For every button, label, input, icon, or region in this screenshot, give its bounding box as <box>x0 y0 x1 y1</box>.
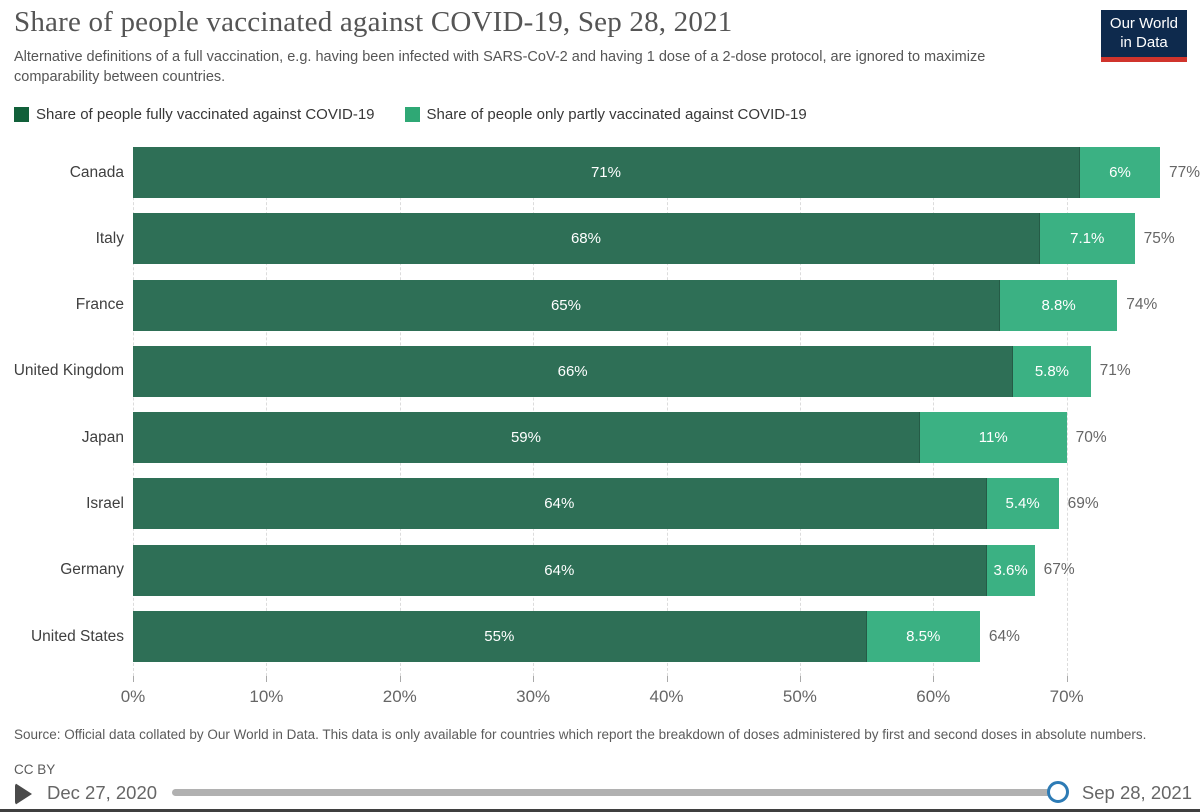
country-label: United Kingdom <box>13 362 124 380</box>
gridline <box>666 147 668 676</box>
total-value-label: 71% <box>1099 362 1131 380</box>
gridline <box>533 147 535 676</box>
total-value-label: 77% <box>1168 163 1200 181</box>
fully-vaccinated-segment[interactable]: 71% <box>133 147 1080 198</box>
tick-mark <box>933 676 935 682</box>
owid-logo-line2: in Data <box>1120 33 1168 51</box>
timeline-handle-icon[interactable] <box>1047 781 1069 803</box>
fully-vaccinated-segment[interactable]: 64% <box>133 478 987 530</box>
tick-mark <box>266 676 268 682</box>
country-label: Israel <box>86 494 124 512</box>
bar-row-israel: Israel 64% 5.4% 69% <box>86 478 1200 530</box>
bar-row-united-kingdom: United Kingdom 66% 5.8% 71% <box>14 345 1200 397</box>
total-value-label: 75% <box>1143 229 1175 247</box>
country-label: Germany <box>60 561 124 579</box>
timeline-end-date: Sep 28, 2021 <box>1081 782 1192 803</box>
total-value-label: 64% <box>988 627 1020 645</box>
tick-mark <box>399 676 401 682</box>
partly-vaccinated-segment[interactable]: 8.5% <box>866 611 980 663</box>
gridline <box>266 147 268 676</box>
license-link[interactable]: CC BY <box>14 762 56 777</box>
owid-logo-line1: Our World <box>1109 15 1178 32</box>
tick-label: 50% <box>782 687 817 706</box>
country-label: Canada <box>69 163 124 181</box>
legend-label: Share of people fully vaccinated against… <box>36 106 375 123</box>
timeline: Dec 27, 2020 Sep 28, 2021 <box>0 779 1200 809</box>
country-label: France <box>75 296 124 314</box>
fully-vaccinated-segment[interactable]: 59% <box>133 412 920 464</box>
country-label: Japan <box>81 428 124 446</box>
total-value-label: 69% <box>1067 494 1099 512</box>
partly-vaccinated-segment[interactable]: 5.8% <box>1013 345 1091 397</box>
country-label: Italy <box>95 229 124 247</box>
play-icon[interactable] <box>15 783 32 805</box>
bar-row-japan: Japan 59% 11% 70% <box>82 412 1200 464</box>
fully-vaccinated-segment[interactable]: 55% <box>133 611 867 663</box>
tick-mark <box>799 676 801 682</box>
chart-subtitle: Alternative definitions of a full vaccin… <box>14 49 986 85</box>
tick-mark <box>133 676 134 682</box>
page-title: Share of people vaccinated against COVID… <box>14 6 733 38</box>
source-note: Source: Official data collated by Our Wo… <box>14 727 1147 742</box>
bar-row-italy: Italy 68% 7.1% 75% <box>96 213 1200 265</box>
legend-label: Share of people only partly vaccinated a… <box>426 106 807 123</box>
partly-vaccinated-segment[interactable]: 5.4% <box>986 478 1059 530</box>
legend-swatch-icon <box>404 107 420 122</box>
tick-mark <box>666 676 668 682</box>
x-axis: 0% 10% 20% 30% 40% 50% 60% 70% <box>121 676 1200 716</box>
gridline <box>1066 147 1068 676</box>
tick-mark <box>533 676 535 682</box>
fully-vaccinated-segment[interactable]: 68% <box>133 213 1040 265</box>
bar-rows: Canada 71% 6% 77% Italy 68% 7.1% 75% France 65% 8.… <box>14 147 1200 679</box>
tick-label: 60% <box>916 687 951 706</box>
partly-vaccinated-segment[interactable]: 11% <box>919 412 1067 464</box>
gridline <box>799 147 801 676</box>
legend-swatch-icon <box>14 107 29 122</box>
fully-vaccinated-segment[interactable]: 66% <box>133 345 1014 397</box>
bar-row-france: France 65% 8.8% 74% <box>76 279 1200 331</box>
legend-item-1[interactable]: Share of people only partly vaccinated a… <box>404 106 807 123</box>
tick-label: 10% <box>249 687 284 706</box>
partly-vaccinated-segment[interactable]: 8.8% <box>999 279 1118 331</box>
bar-row-canada: Canada 71% 6% 77% <box>70 147 1200 198</box>
total-value-label: 70% <box>1075 428 1107 446</box>
legend: Share of people fully vaccinated against… <box>14 106 807 123</box>
total-value-label: 67% <box>1043 561 1075 579</box>
tick-mark <box>1066 676 1068 682</box>
partly-vaccinated-segment[interactable]: 7.1% <box>1039 213 1135 265</box>
tick-label: 40% <box>649 687 684 706</box>
bar-row-united-states: United States 55% 8.5% 64% <box>31 611 1200 663</box>
gridline <box>933 147 935 676</box>
country-label: United States <box>30 627 124 645</box>
tick-label: 20% <box>382 687 417 706</box>
fully-vaccinated-segment[interactable]: 64% <box>133 544 987 596</box>
gridline <box>399 147 401 676</box>
partly-vaccinated-segment[interactable]: 3.6% <box>986 544 1035 596</box>
legend-item-0[interactable]: Share of people fully vaccinated against… <box>14 106 375 123</box>
bottom-border <box>0 809 1200 812</box>
owid-logo[interactable]: Our World in Data <box>1100 10 1187 62</box>
tick-label: 0% <box>120 687 146 706</box>
fully-vaccinated-segment[interactable]: 65% <box>133 279 1000 331</box>
timeline-track[interactable] <box>172 789 1062 796</box>
total-value-label: 74% <box>1126 296 1158 314</box>
partly-vaccinated-segment[interactable]: 6% <box>1079 147 1160 198</box>
gridline <box>133 147 134 676</box>
timeline-start-date: Dec 27, 2020 <box>47 782 158 803</box>
tick-label: 70% <box>1049 687 1084 706</box>
bar-row-germany: Germany 64% 3.6% 67% <box>60 544 1200 596</box>
tick-label: 30% <box>516 687 551 706</box>
plot-area: Canada 71% 6% 77% Italy 68% 7.1% 75% France 65% 8.… <box>14 147 1200 679</box>
